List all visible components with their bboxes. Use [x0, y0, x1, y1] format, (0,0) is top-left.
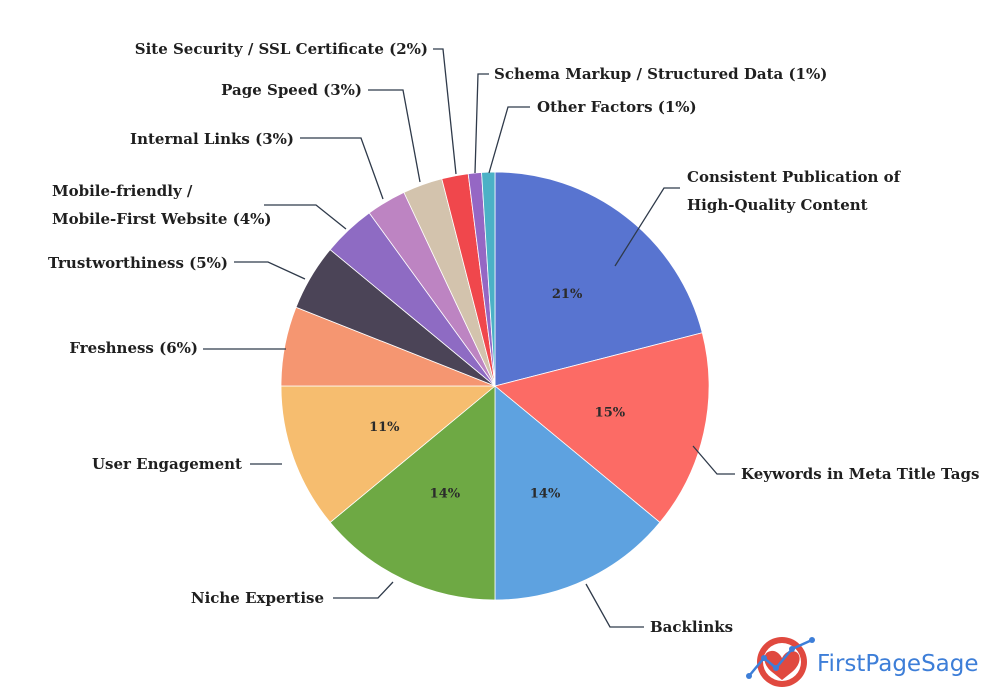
pie-slice-consistent-publication-of-high-quality-content: [494, 171, 703, 387]
callout-label: Backlinks: [650, 618, 733, 636]
leader-line: [488, 106, 530, 174]
slice-percent-label: 11%: [369, 420, 400, 435]
pie-slice-niche-expertise: [329, 385, 496, 601]
callout-label: Schema Markup / Structured Data (1%): [494, 65, 827, 83]
callout-label: Page Speed (3%): [221, 81, 362, 99]
leader-line: [585, 583, 644, 628]
leader-line: [692, 445, 735, 475]
callout-label: Other Factors (1%): [537, 98, 697, 116]
slice-percent-label: 14%: [530, 487, 561, 502]
callout-label: Niche Expertise: [191, 589, 324, 607]
leader-line: [433, 48, 457, 175]
slice-percent-label: 15%: [595, 406, 626, 421]
leader-line: [368, 89, 421, 183]
callout-label: Consistent Publication of: [687, 168, 902, 186]
pie-slice-user-engagement: [280, 385, 497, 523]
callout-label: Keywords in Meta Title Tags: [741, 465, 979, 483]
callout-label: User Engagement: [92, 455, 242, 473]
logo-heart-icon: [746, 637, 815, 687]
callout-label: Internal Links (3%): [130, 130, 294, 148]
firstpagesage-logo: FirstPageSage: [746, 637, 979, 687]
slice-percent-label: 21%: [552, 287, 583, 302]
logo-wordmark: FirstPageSage: [817, 651, 979, 677]
callout-label: Site Security / SSL Certificate (2%): [135, 40, 428, 58]
pie-slice-backlinks: [494, 385, 661, 601]
leader-line: [474, 73, 489, 174]
callout-label: Freshness (6%): [69, 339, 198, 357]
leader-line: [614, 187, 680, 267]
leader-line: [234, 261, 306, 280]
leader-line: [264, 204, 347, 230]
pie-slice-other-factors: [481, 171, 496, 387]
slice-percent-label: 14%: [430, 487, 461, 502]
callout-label: High-Quality Content: [687, 196, 868, 214]
callout-label: Trustworthiness (5%): [48, 254, 228, 272]
leader-line: [300, 137, 384, 200]
callout-label: Mobile-friendly /: [52, 182, 193, 200]
callout-label: Mobile-First Website (4%): [52, 210, 272, 228]
leader-line: [333, 581, 394, 599]
pie-slice-keywords-in-meta-title-tags: [494, 332, 710, 523]
